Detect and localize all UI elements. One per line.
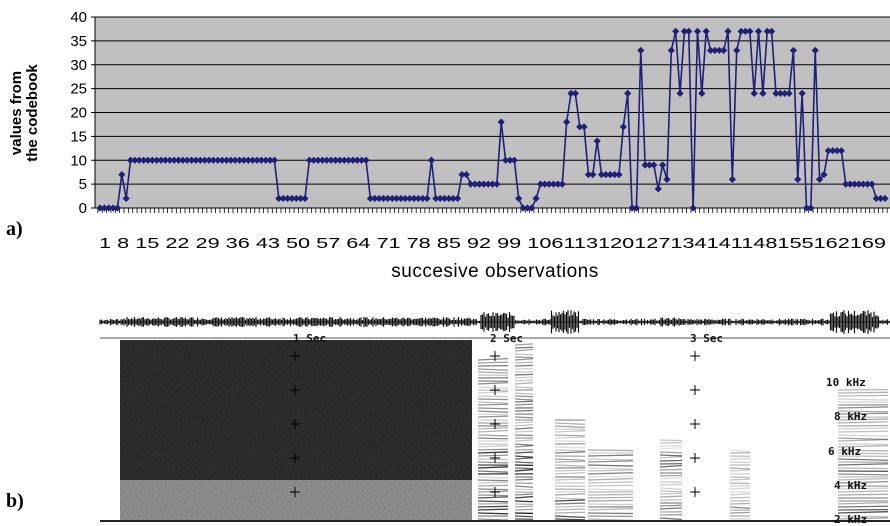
y-axis-label: values from the codebook — [4, 18, 46, 208]
y-axis-label-line-1: values from — [9, 64, 25, 162]
freq-label-6khz: 6 kHz — [828, 445, 861, 458]
y-axis-label-line-2: the codebook — [25, 64, 41, 162]
y-tick-label: 5 — [79, 176, 87, 193]
time-mark-3: 3 Sec — [690, 332, 723, 345]
freq-label-2khz: 2 kHz — [834, 513, 867, 526]
y-tick-label: 20 — [70, 105, 87, 122]
x-tick-labels: 1 8 15 22 29 36 43 50 57 64 71 78 85 92 … — [99, 235, 886, 252]
time-mark-2: 2 Sec — [490, 332, 523, 345]
freq-label-4khz: 4 kHz — [834, 479, 867, 492]
codebook-chart: 0 5 10 15 20 25 30 35 40 1 8 15 22 29 36 43 50 5… — [0, 0, 890, 300]
spectrogram — [0, 300, 890, 522]
time-mark-1: 1 Sec — [293, 332, 326, 345]
y-tick-label: 10 — [70, 152, 87, 169]
y-tick-label: 25 — [70, 81, 87, 98]
panel-b-label: b) — [6, 490, 24, 513]
y-tick-label: 40 — [70, 9, 87, 26]
y-axis-ticks: 0 5 10 15 20 25 30 35 40 — [70, 9, 95, 217]
y-tick-label: 15 — [70, 128, 87, 145]
x-axis-ticks — [95, 208, 890, 213]
y-tick-label: 35 — [70, 33, 87, 50]
x-axis-label: succesive observations — [100, 261, 890, 283]
freq-label-10khz: 10 kHz — [826, 376, 866, 389]
y-tick-label: 0 — [79, 200, 87, 217]
panel-a-label: a) — [6, 218, 23, 241]
y-tick-label: 30 — [70, 57, 87, 74]
freq-label-8khz: 8 kHz — [834, 410, 867, 423]
